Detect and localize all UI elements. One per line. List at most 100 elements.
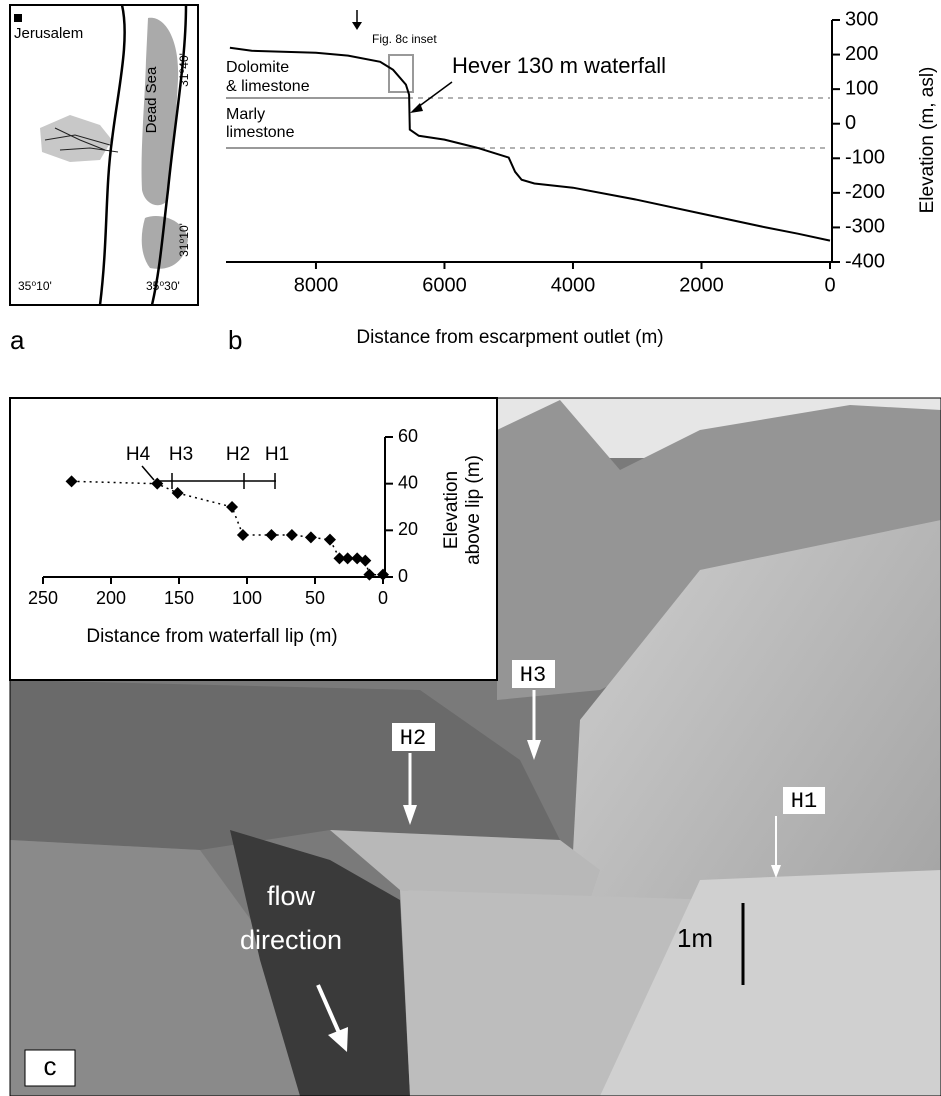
annotation: Hever 130 m waterfall <box>452 53 666 78</box>
data-point <box>236 529 249 541</box>
data-point <box>171 487 184 499</box>
streams <box>44 127 119 153</box>
data-point <box>304 531 317 544</box>
annotation: & limestone <box>226 78 310 95</box>
x-tick-label: 50 <box>305 588 325 608</box>
arrowhead <box>771 865 781 878</box>
data-point <box>226 501 239 513</box>
y-tick-label: 100 <box>845 77 878 99</box>
panel-label-box <box>24 1049 76 1087</box>
x-tick-label: 4000 <box>551 274 596 296</box>
arrowhead <box>410 103 423 113</box>
x-tick-label: 2000 <box>679 274 724 296</box>
sea-south <box>141 216 188 269</box>
y-axis-label: Elevation <box>441 471 462 549</box>
data-point <box>341 552 354 565</box>
y-tick-label: 200 <box>845 43 878 65</box>
data-point <box>265 529 278 541</box>
y-axis-label: above lip (m) <box>463 455 484 565</box>
scale-label: 1m <box>677 923 713 953</box>
sea-label: Dead Sea <box>143 66 160 133</box>
annotation: limestone <box>226 124 295 141</box>
x-axis-label: Distance from waterfall lip (m) <box>86 626 337 647</box>
data-line <box>229 46 831 242</box>
arrowhead <box>527 740 541 760</box>
marker-label: H2 <box>400 726 426 751</box>
annotation: Fig. 8c inset <box>372 32 437 46</box>
photo-annotations <box>24 660 825 1087</box>
data-point <box>333 552 346 565</box>
lon-label: 35⁰30' <box>146 279 180 293</box>
x-tick-label: 250 <box>28 588 58 608</box>
sea-north <box>141 17 179 206</box>
y-tick-label: -400 <box>845 250 885 272</box>
city-marker <box>14 14 22 22</box>
y-tick-label: 0 <box>845 112 856 134</box>
lon-label: 35⁰10' <box>18 279 52 293</box>
canyon <box>230 830 410 1096</box>
inset-bar <box>141 465 276 489</box>
y-tick-label: -200 <box>845 181 885 203</box>
data-point <box>377 568 389 581</box>
x-tick-label: 200 <box>96 588 126 608</box>
x-tick-label: 0 <box>378 588 388 608</box>
border-west <box>98 4 126 306</box>
geology-contacts <box>226 10 830 149</box>
flow-label: direction <box>240 925 342 955</box>
annotation: H3 <box>169 444 193 465</box>
panel-label: c <box>44 1051 57 1081</box>
panel-label: a <box>10 325 25 355</box>
data-point <box>285 529 298 541</box>
inset-box <box>388 54 414 93</box>
arrowhead <box>352 22 362 30</box>
annotation: Dolomite <box>226 59 289 76</box>
x-tick-label: 8000 <box>294 274 339 296</box>
city-label: Jerusalem <box>14 25 83 42</box>
y-tick-label: 20 <box>398 519 418 539</box>
data-point <box>151 477 164 490</box>
data-point <box>359 554 372 567</box>
marker-box <box>512 660 555 688</box>
y-tick-label: 60 <box>398 426 418 446</box>
y-axis-label: Elevation (m, asl) <box>917 67 938 214</box>
panel-label: b <box>228 325 242 355</box>
y-tick-label: 40 <box>398 472 418 492</box>
lat-label: 31⁰10' <box>177 223 191 257</box>
arrowhead <box>403 805 417 825</box>
left-foreground <box>10 840 310 1096</box>
x-tick-label: 6000 <box>422 274 467 296</box>
marker-box <box>783 787 825 814</box>
annotation: H2 <box>226 444 250 465</box>
mountain <box>497 400 941 700</box>
x-tick-label: 0 <box>824 274 835 296</box>
right-foreground <box>600 870 941 1096</box>
data-point <box>65 475 78 488</box>
y-tick-label: 300 <box>845 8 878 30</box>
ledge <box>330 830 600 900</box>
x-tick-label: 100 <box>232 588 262 608</box>
y-tick-label: -300 <box>845 216 885 238</box>
flow-label: flow <box>267 881 316 911</box>
flow-arrow <box>316 984 342 1036</box>
y-tick-label: 0 <box>398 566 408 586</box>
annotation: H1 <box>265 444 289 465</box>
data-point <box>363 568 376 581</box>
x-axis-label: Distance from escarpment outlet (m) <box>356 327 663 348</box>
x-tick-label: 150 <box>164 588 194 608</box>
marker-box <box>392 723 435 751</box>
data-point <box>323 533 336 546</box>
marker-label: H3 <box>520 663 546 688</box>
arrow <box>141 465 155 481</box>
marker-label: H1 <box>791 789 817 814</box>
inset-frame <box>9 397 498 681</box>
annotation: H4 <box>126 444 151 465</box>
map: Jerusalem Dead Sea 31⁰40' 31⁰10' 35⁰10' … <box>9 4 199 306</box>
y-tick-label: -100 <box>845 147 885 169</box>
border-east <box>150 4 188 306</box>
slope <box>10 680 560 850</box>
annotation: Marly <box>226 106 265 123</box>
arrowhead <box>328 1027 348 1052</box>
lat-label: 31⁰40' <box>177 53 191 87</box>
